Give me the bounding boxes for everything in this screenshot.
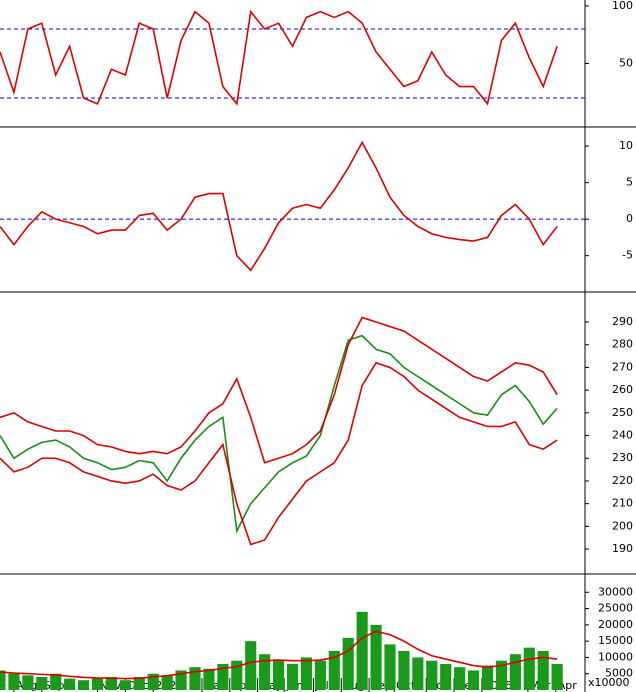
volume-bar	[8, 673, 20, 690]
y-tick-label: 20000	[598, 618, 633, 631]
data-line	[0, 361, 558, 546]
volume-bar	[64, 678, 76, 690]
volume-bar	[119, 680, 131, 690]
y-tick-label: -5	[622, 249, 633, 262]
y-tick-label: 270	[612, 360, 633, 373]
y-tick-label: 220	[612, 474, 633, 487]
y-tick-label: 10	[619, 139, 633, 152]
y-tick-label: 200	[612, 519, 633, 532]
volume-bar	[147, 673, 159, 690]
unit-label: x10000	[588, 676, 630, 689]
volume-bar	[245, 641, 257, 690]
volume-bar	[537, 650, 549, 690]
volume-bar	[273, 660, 285, 690]
volume-bar	[0, 670, 6, 690]
volume-bar	[495, 660, 507, 690]
y-tick-label: 210	[612, 497, 633, 510]
volume-bar	[468, 670, 480, 690]
y-tick-label: 240	[612, 429, 633, 442]
volume-bar	[314, 660, 326, 690]
volume-bar	[105, 676, 117, 690]
y-tick-label: 280	[612, 338, 633, 351]
volume-bar	[175, 670, 187, 690]
volume-bar	[231, 660, 243, 690]
y-tick-label: 230	[612, 451, 633, 464]
volume-bar	[259, 654, 271, 690]
y-tick-label: 15000	[598, 634, 633, 647]
y-tick-label: 250	[612, 406, 633, 419]
volume-bar	[342, 637, 354, 690]
volume-bar	[356, 611, 368, 690]
volume-bar	[412, 657, 424, 690]
volume-bar	[50, 673, 62, 690]
y-tick-label: 0	[626, 212, 633, 225]
volume-bar	[370, 624, 382, 690]
volume-bar	[91, 678, 104, 690]
y-tick-label: 5000	[605, 667, 633, 680]
data-line	[0, 140, 558, 272]
y-tick-label: 100	[612, 0, 633, 12]
data-line	[0, 316, 558, 464]
volume-bar	[161, 675, 173, 690]
y-tick-label: 5	[626, 176, 633, 189]
volume-bar	[440, 663, 452, 690]
y-tick-label: 10000	[598, 650, 633, 663]
volume-bar	[22, 675, 34, 690]
y-tick-label: 25000	[598, 602, 633, 615]
volume-bar	[286, 663, 299, 690]
y-tick-label: 30000	[598, 585, 633, 598]
volume-bar	[133, 676, 145, 690]
volume-bar	[217, 663, 229, 690]
y-tick-label: 260	[612, 383, 633, 396]
volume-bar	[36, 676, 48, 690]
volume-bar	[481, 665, 494, 690]
volume-bar	[426, 660, 438, 690]
volume-bar	[78, 680, 90, 690]
y-tick-label: 290	[612, 315, 633, 328]
volume-bar	[189, 667, 201, 690]
volume-bar	[454, 667, 466, 690]
data-line	[0, 334, 558, 534]
volume-bar	[203, 668, 215, 690]
volume-bar	[551, 663, 563, 690]
volume-bar	[384, 644, 396, 690]
data-line	[0, 630, 558, 680]
volume-bar	[523, 647, 535, 690]
volume-bar	[398, 650, 410, 690]
volume-bar	[328, 650, 340, 690]
y-tick-label: 50	[619, 57, 633, 70]
volume-bar	[509, 654, 521, 690]
data-line	[0, 9, 558, 106]
volume-bar	[300, 657, 312, 690]
y-tick-label: 190	[612, 542, 633, 555]
